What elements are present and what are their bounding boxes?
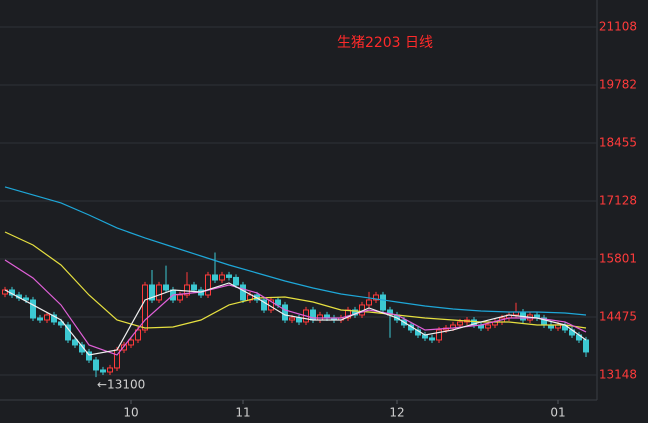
candle-body [51,314,57,323]
candle-body [471,319,477,326]
candle-body [86,351,92,361]
chart-title: 生猪2203 日线 [337,35,433,51]
ma-line [4,259,587,356]
candle-body [107,367,113,373]
candle-body [275,299,281,306]
candle-body [135,329,141,341]
candle-body [128,339,134,346]
low-annotation: ←13100 [97,378,145,392]
candle-body [184,284,190,296]
x-tick-label: 01 [550,406,565,420]
y-tick-label: 18455 [599,135,637,149]
candle-body [37,317,43,321]
candle-body [429,337,435,341]
candle-body [373,294,379,301]
candle-body [163,284,169,291]
candle-body [142,284,148,331]
candle-body [289,317,295,321]
candle-body [100,369,106,373]
candle-body [261,299,267,311]
candle-body [30,299,36,319]
candle-body [296,317,302,323]
ma-line [4,186,587,316]
candle-body [583,339,589,353]
candle-body [191,284,197,291]
candle-body [72,339,78,346]
candle-body [380,294,386,311]
y-tick-label: 14475 [599,309,637,323]
candle-body [44,314,50,321]
candle-body [156,284,162,301]
candle-body [23,297,29,301]
x-tick-label: 11 [235,406,250,420]
candle-body [177,294,183,301]
y-tick-label: 19782 [599,77,637,91]
candle-body [121,344,127,351]
candle-body [282,304,288,321]
candle-body [240,284,246,301]
candle-body [93,359,99,371]
candle-body [457,321,463,326]
ma-line [4,282,587,356]
y-tick-label: 13148 [599,367,637,381]
x-tick-label: 12 [389,406,404,420]
candle-body [366,299,372,306]
candle-body [436,329,442,341]
candle-body [149,284,155,301]
candle-body [226,274,232,278]
candle-body [219,274,225,281]
candle-body [485,324,491,329]
y-tick-label: 21108 [599,20,637,34]
candle-body [233,276,239,286]
x-tick-label: 10 [123,406,138,420]
y-tick-label: 15801 [599,252,637,266]
y-tick-label: 17128 [599,194,637,208]
candle-body [205,274,211,296]
candle-body [212,274,218,281]
